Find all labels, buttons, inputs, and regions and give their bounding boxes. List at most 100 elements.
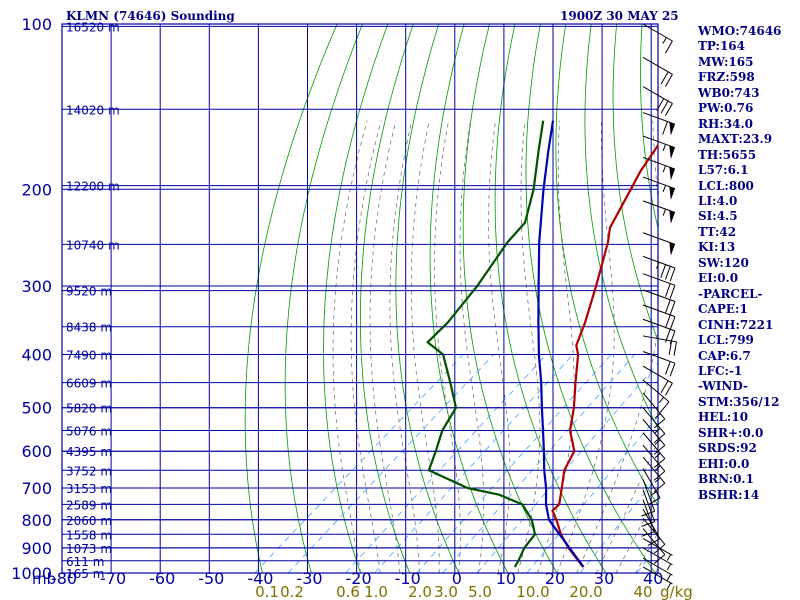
barb-half-flag xyxy=(666,582,672,590)
moist-adiabat xyxy=(537,120,575,573)
index-entry: HEL:10 xyxy=(698,410,749,425)
barb-shaft xyxy=(642,557,673,576)
height-label: 8438 m xyxy=(66,321,112,335)
pressure-label: 900 xyxy=(21,539,52,558)
dry-adiabat xyxy=(429,24,509,573)
wind-barb xyxy=(642,365,673,396)
barb-half-flag xyxy=(654,428,661,434)
moist-adiabat xyxy=(389,120,420,573)
index-entry: WB0:743 xyxy=(698,85,760,100)
temperature-tick-label: 20 xyxy=(545,569,565,588)
barb-flag xyxy=(668,340,673,355)
barb-shaft xyxy=(642,566,673,585)
wind-barb xyxy=(642,56,673,87)
barb-half-flag xyxy=(654,452,661,459)
barb-half-flag xyxy=(654,413,661,419)
wind-barb xyxy=(642,200,676,224)
temperature-tick-label: 0 xyxy=(452,569,462,588)
plot-area xyxy=(62,24,658,573)
wind-barb xyxy=(642,547,673,571)
index-entry: TT:42 xyxy=(698,224,737,239)
index-entry: TP:164 xyxy=(698,39,746,54)
index-entry: TH:5655 xyxy=(698,147,757,162)
barb-flag xyxy=(664,361,671,375)
moist-adiabat xyxy=(556,120,615,573)
barb-pennant xyxy=(669,242,675,256)
dry-adiabat xyxy=(284,24,363,573)
barb-half-flag xyxy=(666,573,672,581)
wind-barb xyxy=(642,419,666,455)
barb-shaft xyxy=(642,86,673,104)
barb-flag xyxy=(660,380,669,394)
index-entry: SW:120 xyxy=(698,255,749,270)
height-label: 165 m xyxy=(66,567,104,581)
pressure-label: 300 xyxy=(21,277,52,296)
barb-flag xyxy=(665,103,673,116)
wind-barb xyxy=(642,557,673,581)
temperature-tick-label: 10 xyxy=(496,569,516,588)
height-label: 3752 m xyxy=(66,464,112,478)
index-entry: STM:356/12 xyxy=(698,394,780,409)
barb-half-flag xyxy=(662,144,667,152)
mixing-ratio-label: 20.0 xyxy=(569,583,602,600)
pressure-label: 700 xyxy=(21,479,52,498)
mixing-ratio-label: 0.6 xyxy=(336,583,360,600)
barb-flag xyxy=(664,283,671,297)
barb-shaft xyxy=(642,517,666,545)
height-label: 6609 m xyxy=(66,377,112,391)
sounding-lines xyxy=(426,120,658,568)
barb-half-flag xyxy=(654,477,661,483)
wind-barb xyxy=(642,156,676,181)
observation-time: 1900Z 30 MAY 25 xyxy=(560,9,679,23)
index-entry: BSHR:14 xyxy=(698,487,760,502)
index-entry: KI:13 xyxy=(698,240,736,255)
barb-half-flag xyxy=(656,262,660,269)
barb-pennant xyxy=(669,167,675,181)
wind-barb xyxy=(642,432,666,469)
wind-barb xyxy=(642,289,676,315)
height-label: 9520 m xyxy=(66,285,112,299)
height-label: 5076 m xyxy=(66,424,112,438)
barb-flag xyxy=(653,458,666,469)
barb-flag xyxy=(660,100,669,114)
mixing-ratio-line xyxy=(526,415,658,573)
mixing-ratio-line xyxy=(476,362,658,573)
temperature-tick-label: -40 xyxy=(247,569,273,588)
temperature-line xyxy=(551,143,658,568)
wind-barb xyxy=(642,351,676,377)
pressure-unit-label: mb xyxy=(32,570,56,588)
index-entry: LFC:-1 xyxy=(698,363,743,378)
parcel-line xyxy=(537,120,585,568)
barb-shaft xyxy=(642,489,656,522)
index-entry: LCL:799 xyxy=(698,333,754,348)
index-entry: SHR+:0.0 xyxy=(698,425,764,440)
wind-barbs xyxy=(641,23,677,590)
index-entry: EHI:0.0 xyxy=(698,456,750,471)
barb-flag xyxy=(660,264,667,278)
barb-flag xyxy=(656,98,665,111)
barb-shaft xyxy=(642,273,676,286)
wind-barb xyxy=(642,335,677,356)
dry-adiabat xyxy=(612,24,658,342)
barb-flag xyxy=(647,497,661,506)
wind-barb xyxy=(642,392,666,429)
height-label: 16520 m xyxy=(66,20,120,34)
moist-adiabat xyxy=(615,491,658,573)
plot-frame xyxy=(61,23,659,574)
index-entry: SRDS:92 xyxy=(698,441,757,456)
mixing-ratio-label: 2.0 xyxy=(408,583,432,600)
wind-barb xyxy=(642,528,666,565)
wind-barb xyxy=(642,135,676,159)
mixing-ratio-label: 5.0 xyxy=(468,583,492,600)
dry-adiabat xyxy=(494,24,607,573)
barb-shaft xyxy=(642,528,666,555)
barb-pennant xyxy=(669,210,675,224)
barb-shaft xyxy=(642,379,670,403)
barb-shaft xyxy=(642,547,673,566)
wind-barb xyxy=(642,379,670,413)
barb-flag xyxy=(669,285,676,299)
index-entry: -PARCEL- xyxy=(698,286,763,301)
barb-pennant xyxy=(669,145,675,159)
wind-barb xyxy=(642,468,661,506)
